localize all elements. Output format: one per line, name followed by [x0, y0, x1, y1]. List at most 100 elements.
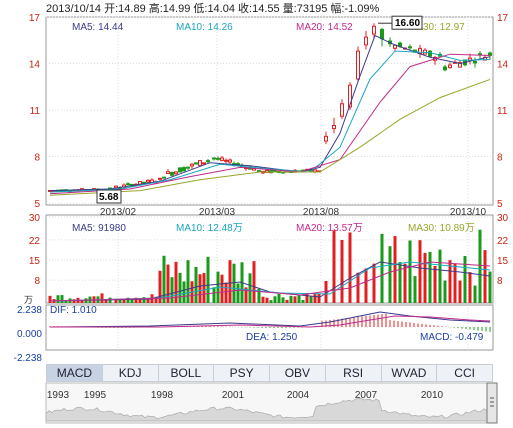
price-ma-label: MA5: 14.44 — [72, 22, 124, 33]
volume-ma-label: MA20: 13.57万 — [296, 223, 363, 234]
volume-bar — [80, 299, 84, 303]
volume-ma-label: MA30: 10.89万 — [408, 223, 475, 234]
volume-bar — [60, 295, 64, 303]
volume-bar — [483, 250, 487, 303]
volume-bar — [252, 261, 256, 303]
tab-kdj[interactable]: KDJ — [102, 364, 159, 382]
price-ytick-right: 17 — [497, 13, 509, 24]
volume-bar — [56, 295, 60, 303]
volume-bar — [48, 295, 52, 303]
volume-bar — [317, 293, 321, 303]
volume-bar — [281, 297, 285, 303]
volume-ma20-line — [49, 261, 491, 302]
volume-ytick-left: 15 — [29, 256, 41, 267]
navigator-year-tick: 2010 — [421, 390, 444, 401]
volume-bar — [340, 240, 344, 303]
candle-body — [348, 84, 352, 108]
indicator-tabs: MACD KDJ BOLL PSY OBV RSI WVAD CCI — [46, 364, 493, 382]
candle-body — [473, 60, 477, 64]
navigator-year-tick: 1998 — [151, 390, 174, 401]
volume-bar — [198, 274, 202, 303]
volume-bar — [418, 240, 422, 303]
tab-psy[interactable]: PSY — [214, 364, 270, 382]
candle-body — [443, 66, 447, 71]
volume-bar — [443, 280, 447, 303]
volume-bar — [488, 271, 492, 303]
volume-bar — [248, 273, 252, 303]
candle-body — [216, 157, 220, 160]
volume-bar — [158, 270, 162, 303]
candle-body — [224, 159, 228, 162]
volume-bar — [261, 296, 265, 303]
macd-ytick: 0.000 — [17, 329, 42, 340]
volume-bar — [305, 293, 309, 303]
dif-label: DIF: 1.010 — [50, 305, 97, 316]
volume-bar — [202, 273, 206, 303]
tab-rsi[interactable]: RSI — [325, 364, 382, 382]
price-ytick-left: 5 — [34, 199, 40, 210]
volume-bar — [403, 263, 407, 303]
volume-bar — [244, 287, 248, 303]
candle-body — [202, 162, 206, 165]
dea-line — [50, 315, 491, 328]
volume-bar — [453, 264, 457, 303]
candle-body — [186, 166, 190, 169]
volume-bar — [170, 277, 174, 303]
price-ytick-left: 14 — [29, 60, 41, 71]
volume-bar — [232, 263, 236, 303]
volume-bar — [289, 295, 293, 303]
volume-bar — [364, 268, 368, 303]
volume-bar — [130, 299, 134, 303]
volume-bar — [313, 294, 317, 303]
candle-body — [364, 36, 368, 46]
tab-obv[interactable]: OBV — [270, 364, 326, 382]
macd-ytick: 2.238 — [17, 305, 42, 316]
volume-bar — [413, 276, 417, 303]
tab-boll[interactable]: BOLL — [158, 364, 215, 382]
volume-ytick-left: 30 — [29, 213, 41, 224]
candle-body — [182, 167, 186, 172]
tab-cci[interactable]: CCI — [437, 364, 493, 382]
volume-bar — [142, 297, 146, 303]
candle-body — [174, 171, 178, 175]
price-ytick-right: 8 — [497, 153, 503, 164]
volume-bar — [122, 299, 126, 303]
tab-wvad[interactable]: WVAD — [381, 364, 438, 382]
candle-body — [206, 160, 210, 163]
price-ma-label: MA30: 12.97 — [408, 22, 465, 33]
volume-bar — [398, 262, 402, 303]
navigator-range-handle — [486, 382, 498, 424]
navigator-year-tick: 2007 — [355, 390, 378, 401]
navigator-year-tick: 2001 — [222, 390, 245, 401]
volume-bar — [224, 282, 228, 303]
high-label: 16.60 — [395, 18, 420, 29]
volume-ytick-left: 8 — [34, 276, 40, 287]
volume-bar — [478, 229, 482, 303]
candle-body — [198, 160, 202, 167]
volume-bar — [372, 263, 376, 303]
volume-bar — [236, 283, 240, 303]
volume-bar — [463, 256, 467, 303]
price-ma-label: MA10: 14.26 — [176, 22, 233, 33]
volume-bar — [146, 297, 150, 303]
candle-body — [146, 179, 150, 183]
volume-bar — [174, 261, 178, 303]
candle-body — [212, 157, 216, 160]
candle-body — [228, 159, 232, 163]
candle-body — [458, 62, 462, 68]
candle-body — [448, 64, 452, 69]
candle-body — [356, 50, 360, 80]
volume-bar — [100, 293, 104, 303]
volume-bar — [388, 246, 392, 303]
volume-bar — [433, 266, 437, 303]
tab-macd[interactable]: MACD — [46, 364, 103, 382]
volume-bar — [332, 230, 336, 303]
candle-body — [324, 135, 328, 142]
volume-ytick-left: 22 — [29, 236, 41, 247]
price-ytick-left: 8 — [34, 153, 40, 164]
navigator-year-tick: 2004 — [287, 390, 310, 401]
volume-bar — [166, 264, 170, 303]
volume-bar — [138, 299, 142, 303]
volume-bar — [118, 299, 122, 303]
volume-bar — [408, 240, 412, 303]
